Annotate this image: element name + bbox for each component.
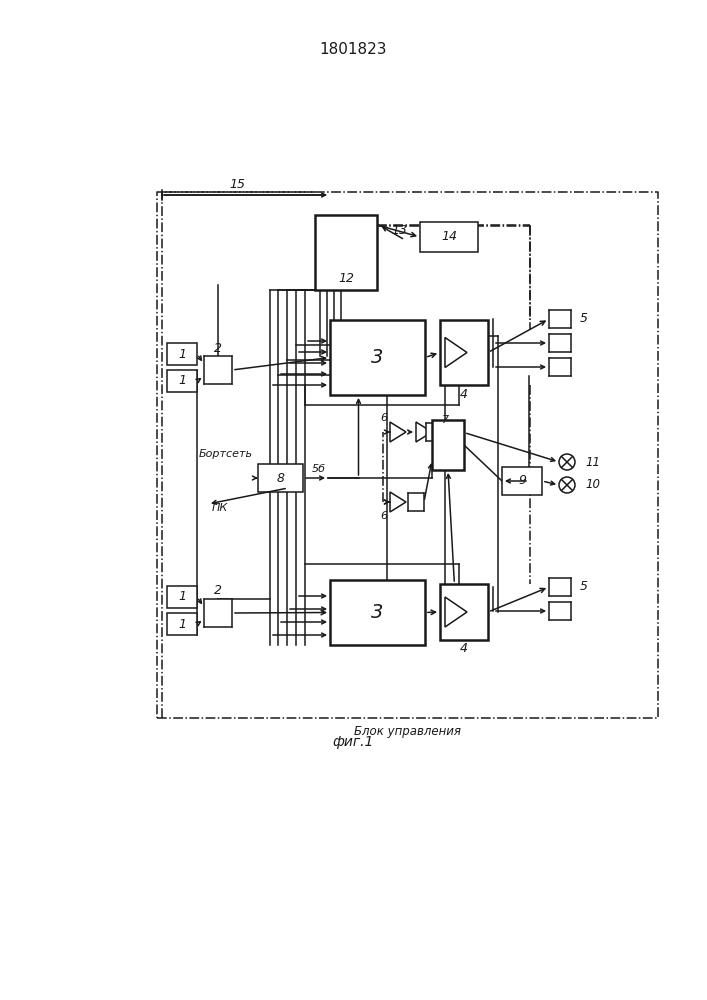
Bar [167, 613, 197, 635]
Bar [549, 578, 571, 596]
Text: 1: 1 [178, 617, 186, 631]
Text: 14: 14 [441, 231, 457, 243]
Bar [549, 310, 571, 328]
Text: 1801823: 1801823 [320, 42, 387, 57]
Bar [420, 222, 478, 252]
Bar [432, 420, 464, 470]
Bar [408, 493, 424, 511]
Text: фиг.1: фиг.1 [332, 735, 374, 749]
Text: 1: 1 [178, 374, 186, 387]
Text: 1: 1 [178, 348, 186, 360]
Text: 9: 9 [518, 475, 526, 488]
Text: 4: 4 [460, 387, 468, 400]
Text: 4: 4 [460, 643, 468, 656]
Bar [330, 320, 425, 395]
Text: 3: 3 [371, 348, 384, 367]
Text: 11: 11 [585, 456, 600, 468]
Text: 7: 7 [443, 415, 450, 425]
Text: 1: 1 [178, 590, 186, 603]
Text: 5б: 5б [312, 464, 326, 474]
Text: 5: 5 [580, 580, 588, 593]
Bar [167, 586, 197, 608]
Text: 15: 15 [229, 178, 245, 192]
Text: Бортсеть: Бортсеть [199, 449, 253, 459]
Bar [258, 464, 303, 492]
Text: ПК: ПК [212, 503, 228, 513]
Text: 6: 6 [380, 413, 387, 423]
Bar [549, 602, 571, 620]
Bar [440, 584, 488, 640]
Bar [330, 580, 425, 645]
Bar [204, 356, 232, 384]
Text: 8: 8 [276, 472, 284, 485]
Text: Блок управления: Блок управления [354, 724, 461, 738]
Text: 12: 12 [338, 271, 354, 284]
Text: 13: 13 [391, 224, 407, 236]
Text: 2: 2 [214, 342, 222, 355]
Bar [426, 423, 442, 441]
Bar [502, 467, 542, 495]
Bar [315, 215, 377, 290]
Text: 3: 3 [371, 603, 384, 622]
Text: 5: 5 [580, 312, 588, 326]
Bar [167, 343, 197, 365]
Text: 2: 2 [214, 584, 222, 597]
Bar [549, 358, 571, 376]
Bar [549, 334, 571, 352]
Text: 10: 10 [585, 479, 600, 491]
Text: 6: 6 [380, 511, 387, 521]
Bar [167, 370, 197, 392]
Bar [204, 599, 232, 627]
Bar [440, 320, 488, 385]
